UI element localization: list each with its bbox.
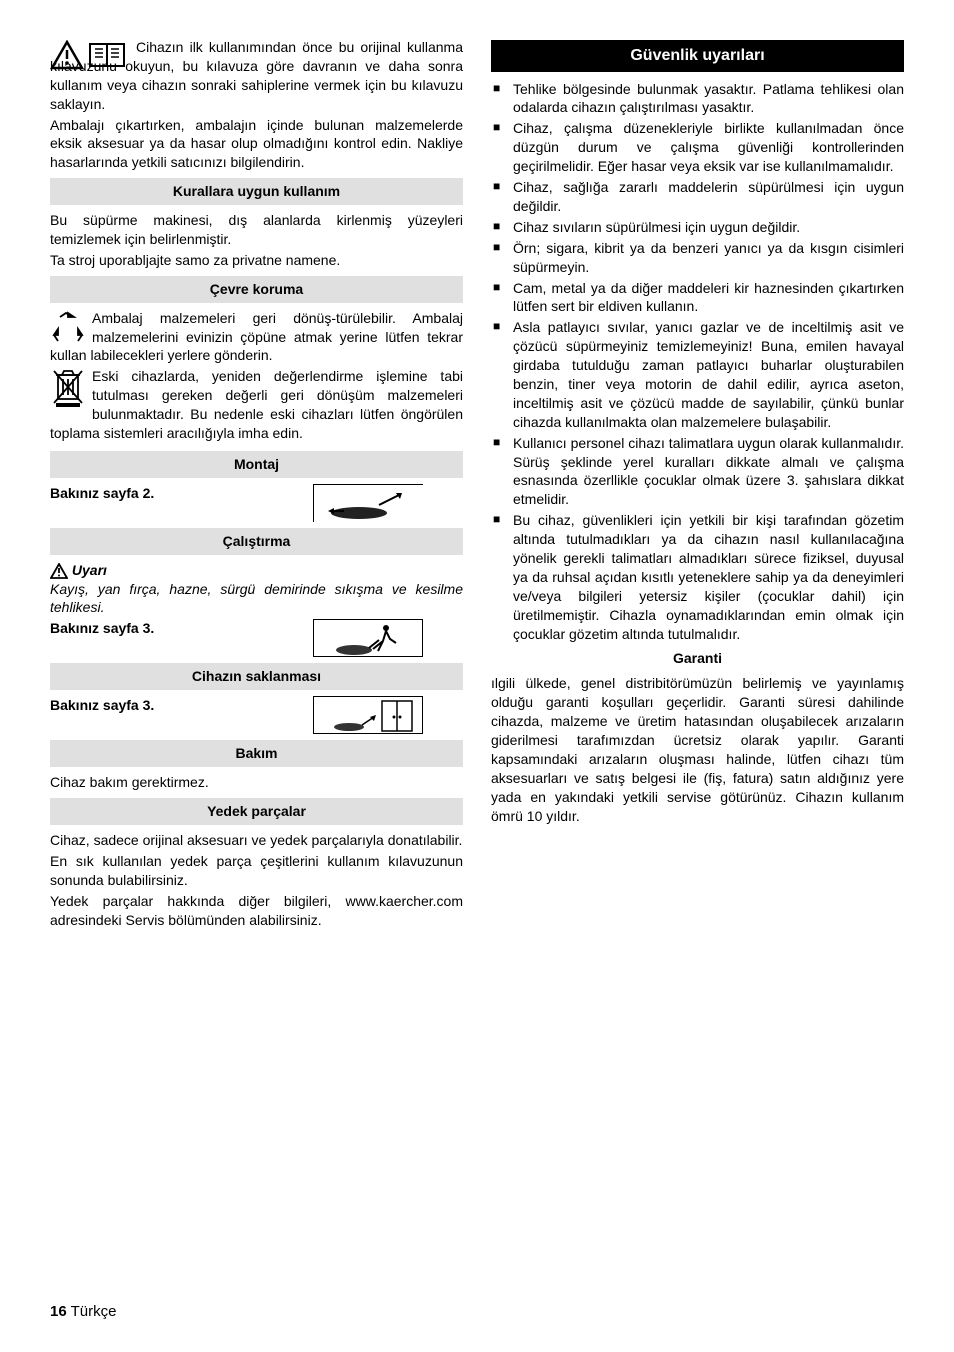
storage-pictogram <box>313 696 423 734</box>
assembly-ref: Bakınız sayfa 2. <box>50 484 154 503</box>
operation-pictogram <box>313 619 423 657</box>
safety-item: Tehlike bölgesinde bulunmak yasaktır. Pa… <box>491 80 904 118</box>
safety-item: Cihaz, çalışma düzenekleriyle birlikte k… <box>491 119 904 176</box>
subsection-title-warranty: Garanti <box>491 649 904 668</box>
operation-ref-row: Bakınız sayfa 3. <box>50 619 463 657</box>
operation-ref: Bakınız sayfa 3. <box>50 619 154 638</box>
section-title-operation: Çalıştırma <box>50 528 463 555</box>
usage-p1: Bu süpürme makinesi, dış alanlarda kirle… <box>50 211 463 249</box>
section-title-environment: Çevre koruma <box>50 276 463 303</box>
recycle-icon <box>50 309 88 345</box>
operation-warning-text: Kayış, yan fırça, hazne, sürgü demirinde… <box>50 580 463 618</box>
storage-ref: Bakınız sayfa 3. <box>50 696 154 715</box>
safety-item: Örn; sigara, kibrit ya da benzeri yanıcı… <box>491 239 904 277</box>
spares-p3: Yedek parçalar hakkında diğer bilgileri,… <box>50 892 463 930</box>
assembly-pictogram <box>313 484 423 522</box>
section-title-storage: Cihazın saklanması <box>50 663 463 690</box>
maintenance-p: Cihaz bakım gerektirmez. <box>50 773 463 792</box>
page-number: 16 <box>50 1303 67 1320</box>
safety-item: Bu cihaz, güvenlikleri için yetkili bir … <box>491 511 904 643</box>
operation-warning-heading: Uyarı <box>50 561 463 580</box>
section-title-spares: Yedek parçalar <box>50 798 463 825</box>
env-p1: Ambalaj malzemeleri geri dönüş-türülebil… <box>50 309 463 366</box>
assembly-ref-row: Bakınız sayfa 2. <box>50 484 463 522</box>
safety-item: Cam, metal ya da diğer maddeleri kir haz… <box>491 279 904 317</box>
warning-small-icon <box>50 563 68 579</box>
safety-item: Asla patlayıcı sıvılar, yanıcı gazlar ve… <box>491 318 904 431</box>
spares-p2: En sık kullanılan yedek parça çeşitlerin… <box>50 852 463 890</box>
warning-label: Uyarı <box>72 562 107 578</box>
spares-p1: Cihaz, sadece orijinal aksesuarı ve yede… <box>50 831 463 850</box>
safety-item: Kullanıcı personel cihazı talimatlara uy… <box>491 434 904 510</box>
bin-block: Eski cihazlarda, yeniden değerlendirme i… <box>50 367 463 443</box>
safety-item: Cihaz sıvıların süpürülmesi için uygun d… <box>491 218 904 237</box>
intro-paragraph-2: Ambalajı çıkartırken, ambalajın içinde b… <box>50 116 463 173</box>
warranty-p: ılgili ülkede, genel distribitörümüzün b… <box>491 674 904 825</box>
section-title-assembly: Montaj <box>50 451 463 478</box>
usage-p2: Ta stroj uporabljajte samo za privatne n… <box>50 251 463 270</box>
page-language: Türkçe <box>71 1303 117 1320</box>
right-column: Güvenlik uyarıları Tehlike bölgesinde bu… <box>491 40 904 931</box>
storage-ref-row: Bakınız sayfa 3. <box>50 696 463 734</box>
safety-item: Cihaz, sağlığa zararlı maddelerin süpürü… <box>491 178 904 216</box>
intro-paragraph-1: Cihazın ilk kullanımından önce bu orijin… <box>50 38 463 114</box>
section-title-safety: Güvenlik uyarıları <box>491 40 904 72</box>
env-p2: Eski cihazlarda, yeniden değerlendirme i… <box>50 367 463 443</box>
section-title-maintenance: Bakım <box>50 740 463 767</box>
left-column: Cihazın ilk kullanımından önce bu orijin… <box>50 40 463 931</box>
crossed-bin-icon <box>50 367 88 411</box>
recycle-block: Ambalaj malzemeleri geri dönüş-türülebil… <box>50 309 463 366</box>
section-title-usage: Kurallara uygun kullanım <box>50 178 463 205</box>
safety-list: Tehlike bölgesinde bulunmak yasaktır. Pa… <box>491 80 904 644</box>
page-columns: Cihazın ilk kullanımından önce bu orijin… <box>50 40 904 931</box>
page-footer: 16 Türkçe <box>50 1302 116 1322</box>
